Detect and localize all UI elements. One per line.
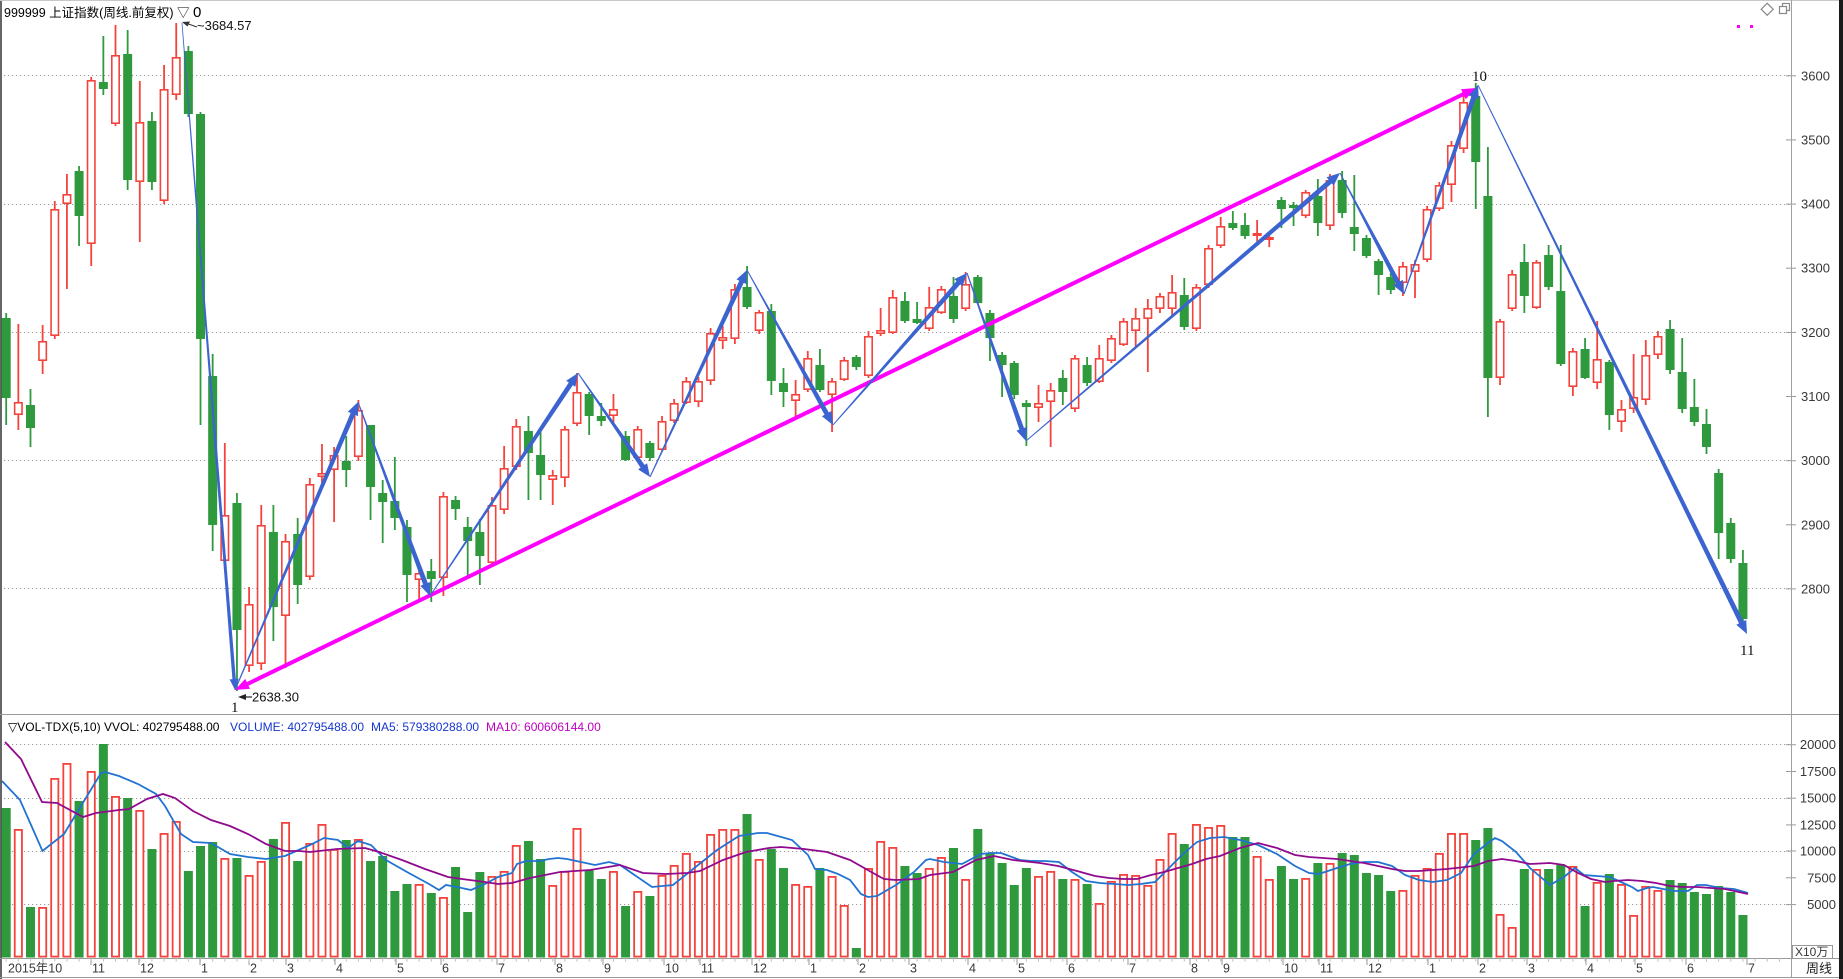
svg-text:3400: 3400	[1801, 197, 1830, 212]
svg-text:2638.30: 2638.30	[252, 690, 299, 705]
svg-text:4: 4	[1587, 962, 1594, 976]
svg-text:6: 6	[1687, 962, 1694, 976]
svg-text:3100: 3100	[1801, 389, 1830, 404]
svg-text:3: 3	[910, 962, 917, 976]
svg-text:12: 12	[140, 962, 154, 976]
svg-text:6: 6	[1068, 962, 1075, 976]
svg-text:3600: 3600	[1801, 68, 1830, 83]
svg-text:10000: 10000	[1800, 844, 1836, 859]
svg-text:11: 11	[701, 962, 714, 976]
svg-text:5: 5	[397, 962, 404, 976]
svg-text:10: 10	[1284, 962, 1298, 976]
svg-text:9: 9	[1223, 962, 1230, 976]
svg-text:10: 10	[665, 962, 679, 976]
svg-text:12500: 12500	[1800, 817, 1836, 832]
svg-text:周线: 周线	[1806, 961, 1832, 976]
svg-text:8: 8	[556, 962, 563, 976]
svg-text:7: 7	[1129, 962, 1136, 976]
svg-text:7: 7	[498, 962, 505, 976]
svg-text:5: 5	[1018, 962, 1025, 976]
svg-text:~3684.57: ~3684.57	[197, 18, 252, 33]
svg-text:3: 3	[287, 962, 294, 976]
svg-text:6: 6	[442, 962, 449, 976]
svg-text:X10万: X10万	[1795, 945, 1828, 959]
svg-text:17500: 17500	[1800, 764, 1836, 779]
svg-text:1: 1	[231, 700, 239, 716]
svg-text:11: 11	[1740, 643, 1754, 659]
svg-text:5000: 5000	[1807, 897, 1836, 912]
svg-text:2: 2	[859, 962, 866, 976]
svg-text:12: 12	[1368, 962, 1382, 976]
svg-text:1: 1	[1429, 962, 1436, 976]
svg-text:3500: 3500	[1801, 132, 1830, 147]
svg-text:11: 11	[1320, 962, 1333, 976]
svg-text:4: 4	[969, 962, 976, 976]
svg-text:3200: 3200	[1801, 325, 1830, 340]
svg-text:2: 2	[1479, 962, 1486, 976]
svg-text:8: 8	[1191, 962, 1198, 976]
svg-text:12: 12	[753, 962, 767, 976]
svg-text:2900: 2900	[1801, 517, 1830, 532]
svg-text:3000: 3000	[1801, 453, 1830, 468]
svg-text:11: 11	[92, 962, 105, 976]
svg-text:5: 5	[1636, 962, 1643, 976]
svg-text:15000: 15000	[1800, 791, 1836, 806]
svg-text:7500: 7500	[1807, 870, 1836, 885]
svg-text:2800: 2800	[1801, 581, 1830, 596]
svg-text:20000: 20000	[1800, 737, 1836, 752]
svg-text:3300: 3300	[1801, 261, 1830, 276]
svg-text:9: 9	[604, 962, 611, 976]
svg-text:10: 10	[1472, 69, 1487, 85]
svg-text:3: 3	[1528, 962, 1535, 976]
svg-text:2: 2	[250, 962, 257, 976]
svg-text:1: 1	[201, 962, 208, 976]
svg-text:4: 4	[336, 962, 343, 976]
svg-text:1: 1	[810, 962, 817, 976]
svg-text:7: 7	[1748, 962, 1755, 976]
svg-text:2015年10: 2015年10	[8, 962, 62, 976]
